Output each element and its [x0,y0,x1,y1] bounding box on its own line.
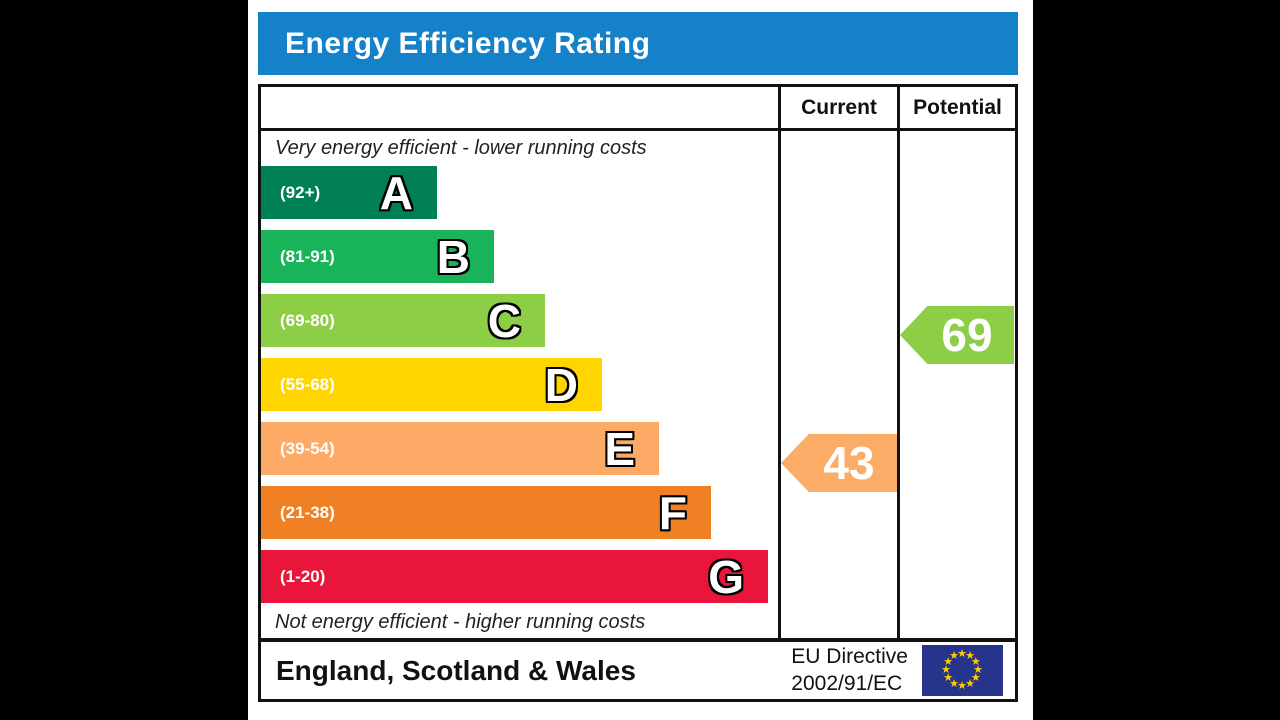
band-d-letter: D [544,358,578,411]
eu-star-icon: ★ [957,648,967,660]
eu-star-icon: ★ [965,677,975,690]
eu-star-icon: ★ [965,650,975,663]
band-f: (21-38) F [261,486,711,539]
eu-directive-label: EU Directive 2002/91/EC [791,644,908,697]
eu-star-icon: ★ [973,664,983,676]
eu-star-icon: ★ [970,656,981,668]
eu-star-icon: ★ [943,656,954,668]
eu-directive-line2: 2002/91/EC [791,671,903,695]
band-g-letter: G [708,550,744,603]
band-f-letter: F [658,486,687,539]
band-e: (39-54) E [261,422,659,475]
top-caption: Very energy efficient - lower running co… [275,137,647,159]
rating-table: Current Potential Very energy efficient … [258,84,1018,641]
band-d: (55-68) D [261,358,602,411]
eu-star-icon: ★ [970,672,981,684]
current-rating-value: 43 [823,437,875,489]
column-divider-current [778,87,781,638]
band-b-letter: B [436,230,470,283]
band-a-letter: A [379,166,413,219]
band-a: (92+) A [261,166,437,219]
eu-star-icon: ★ [949,650,959,663]
bottom-caption: Not energy efficient - higher running co… [275,611,646,633]
band-c-range: (69-80) [280,310,335,330]
eu-directive-line1: EU Directive [791,645,908,669]
band-b: (81-91) B [261,230,494,283]
band-d-range: (55-68) [280,374,335,394]
region-label: England, Scotland & Wales [276,654,636,686]
band-f-range: (21-38) [280,502,335,522]
band-e-range: (39-54) [280,438,335,458]
header-divider [261,128,1015,131]
potential-rating-value: 69 [941,309,993,361]
eu-star-icon: ★ [941,664,951,676]
band-b-range: (81-91) [280,246,335,266]
certificate-panel: Energy Efficiency Rating Current Potenti… [248,0,1033,720]
band-c: (69-80) C [261,294,545,347]
band-g: (1-20) G [261,550,768,603]
eu-star-icon: ★ [943,672,954,684]
footer-bar: England, Scotland & Wales EU Directive 2… [258,639,1018,702]
eu-flag-icon: ★ ★ ★ ★ ★ ★ ★ ★ ★ ★ ★ ★ [922,645,1003,696]
title-banner: Energy Efficiency Rating [258,12,1018,75]
current-column-header: Current [801,95,877,119]
eu-star-icon: ★ [957,680,967,692]
page-title: Energy Efficiency Rating [285,26,651,60]
band-a-range: (92+) [280,182,321,202]
column-divider-potential [897,87,900,638]
potential-column-header: Potential [913,95,1002,119]
potential-rating-arrow: 69 [900,306,1014,364]
band-g-range: (1-20) [280,566,326,586]
current-rating-arrow: 43 [781,434,897,492]
band-e-letter: E [604,422,635,475]
band-c-letter: C [487,294,521,347]
eu-star-icon: ★ [949,677,959,690]
